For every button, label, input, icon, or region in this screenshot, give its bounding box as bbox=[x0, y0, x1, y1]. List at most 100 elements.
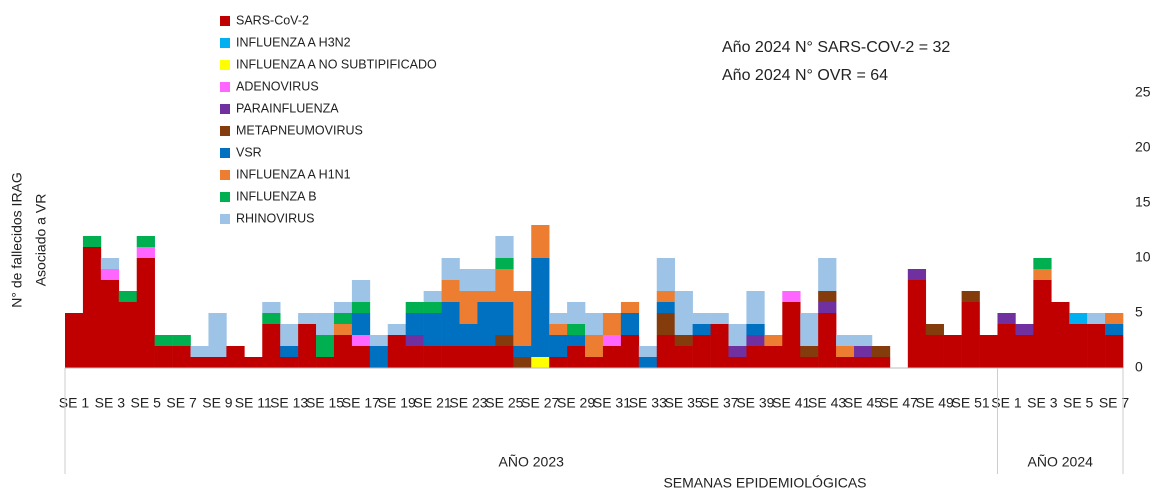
bar-segment bbox=[585, 357, 604, 368]
bar-segment bbox=[154, 335, 173, 346]
bar-segment bbox=[190, 357, 209, 368]
bar-segment bbox=[979, 335, 998, 368]
x-tick-label: SE 31 bbox=[593, 395, 631, 411]
y-tick-label: 20 bbox=[1135, 139, 1151, 155]
bar-segment bbox=[333, 335, 353, 368]
bar-segment bbox=[387, 324, 407, 335]
bar-segment bbox=[1033, 258, 1052, 269]
bar-segment bbox=[459, 324, 478, 346]
bar-segment bbox=[1051, 302, 1070, 368]
bar-segment bbox=[782, 302, 801, 368]
x-tick-label: SE 33 bbox=[629, 395, 667, 411]
bar-segment bbox=[495, 346, 514, 368]
bar-segment bbox=[871, 357, 891, 368]
bar-segment bbox=[764, 346, 783, 368]
bar-segment bbox=[118, 291, 138, 302]
bar-segment bbox=[728, 357, 747, 368]
bar-segment bbox=[585, 335, 604, 357]
bar-segment bbox=[1069, 324, 1088, 368]
legend-swatch bbox=[220, 60, 230, 70]
bar-segment bbox=[620, 302, 640, 313]
bar-segment bbox=[495, 335, 514, 346]
x-tick-label: SE 49 bbox=[916, 395, 954, 411]
bar-segment bbox=[854, 357, 873, 368]
bar-segment bbox=[405, 346, 424, 368]
bar-segment bbox=[190, 346, 209, 357]
bar-segment bbox=[746, 335, 765, 346]
legend-swatch bbox=[220, 170, 230, 180]
legend-swatch bbox=[220, 148, 230, 158]
legend-label: INFLUENZA B bbox=[236, 189, 317, 203]
bar-segment bbox=[531, 357, 550, 368]
bar-segment bbox=[477, 291, 496, 302]
x-tick-label: SE 1 bbox=[59, 395, 90, 411]
bar-segment bbox=[782, 291, 801, 302]
x-tick-label: SE 5 bbox=[1063, 395, 1094, 411]
legend-label: PARAINFLUENZA bbox=[236, 101, 339, 115]
bar-segment bbox=[387, 335, 407, 368]
bar-segment bbox=[172, 346, 191, 368]
x-tick-label: SE 1 bbox=[991, 395, 1022, 411]
bar-segment bbox=[280, 357, 299, 368]
group-label: AÑO 2023 bbox=[499, 454, 565, 470]
bar-segment bbox=[351, 335, 371, 346]
bar-segment bbox=[638, 346, 658, 357]
bar-segment bbox=[298, 324, 317, 368]
bar-segment bbox=[351, 280, 371, 302]
bar-segment bbox=[836, 346, 855, 357]
x-tick-label: SE 9 bbox=[202, 395, 233, 411]
bar-segment bbox=[602, 335, 622, 346]
bar-segment bbox=[262, 313, 281, 324]
y-tick-label: 10 bbox=[1135, 249, 1151, 265]
bar-segment bbox=[369, 335, 389, 346]
bar-segment bbox=[710, 313, 729, 324]
group-label: AÑO 2024 bbox=[1028, 454, 1094, 470]
bar-segment bbox=[854, 346, 873, 357]
legend-label: VSR bbox=[236, 145, 262, 159]
legend-label: INFLUENZA A H1N1 bbox=[236, 167, 351, 181]
bar-segment bbox=[907, 280, 927, 368]
bar-segment bbox=[1105, 313, 1124, 324]
bar-segment bbox=[333, 313, 353, 324]
bar-segment bbox=[531, 225, 550, 258]
bar-segment bbox=[316, 335, 335, 357]
bar-segment bbox=[244, 357, 263, 368]
bar-segment bbox=[459, 291, 478, 324]
y-axis-title: N° de fallecidos IRAG bbox=[9, 172, 25, 308]
bar-segment bbox=[602, 346, 622, 368]
bar-segment bbox=[316, 313, 335, 335]
bar-segment bbox=[495, 269, 514, 302]
x-tick-label: SE 47 bbox=[880, 395, 918, 411]
bar-segment bbox=[1105, 335, 1124, 368]
bar-segment bbox=[656, 291, 675, 302]
bar-segment bbox=[1015, 335, 1034, 368]
bar-segment bbox=[477, 346, 496, 368]
bar-segment bbox=[585, 313, 604, 335]
bar-segment bbox=[495, 236, 514, 258]
bar-segment bbox=[154, 346, 173, 368]
bar-segment bbox=[100, 258, 120, 269]
x-tick-label: SE 19 bbox=[378, 395, 416, 411]
bar-segment bbox=[800, 313, 819, 346]
x-tick-label: SE 7 bbox=[1099, 395, 1130, 411]
bar-segment bbox=[351, 302, 371, 313]
x-axis-title: SEMANAS EPIDEMIOLÓGICAS bbox=[663, 475, 866, 491]
bar-segment bbox=[208, 357, 227, 368]
bar-segment bbox=[836, 335, 855, 346]
bar-segment bbox=[477, 302, 496, 346]
bar-segment bbox=[549, 335, 568, 357]
bar-segment bbox=[764, 335, 783, 346]
bar-segment bbox=[136, 258, 155, 368]
bar-segment bbox=[459, 269, 478, 291]
x-tick-label: SE 21 bbox=[414, 395, 452, 411]
legend-label: ADENOVIRUS bbox=[236, 79, 319, 93]
bar-segment bbox=[692, 313, 711, 324]
bar-segment bbox=[692, 335, 711, 368]
x-tick-label: SE 5 bbox=[131, 395, 162, 411]
bar-segment bbox=[567, 302, 586, 324]
bar-segment bbox=[262, 324, 281, 368]
bar-segment bbox=[333, 302, 353, 313]
bar-segment bbox=[513, 291, 532, 346]
bar-segment bbox=[620, 313, 640, 335]
legend-label: INFLUENZA A NO SUBTIPIFICADO bbox=[236, 57, 437, 71]
